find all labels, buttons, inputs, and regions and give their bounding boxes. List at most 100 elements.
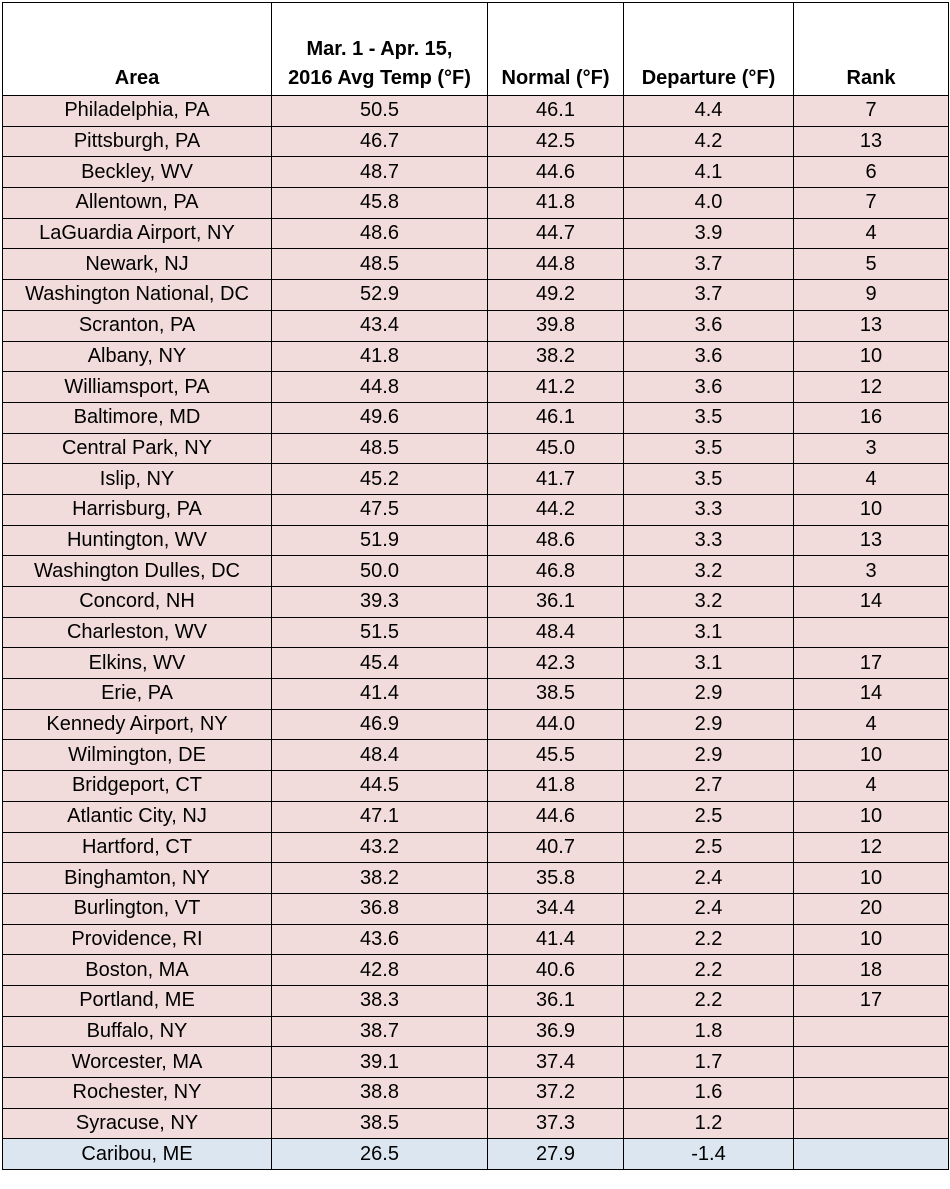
table-row: Providence, RI 43.6 41.4 2.2 10 [2,923,949,956]
value-cell [793,1107,949,1140]
value-cell: 2.4 [623,892,794,925]
value-cell: 52.9 [271,279,488,311]
value-cell: 10 [793,923,949,956]
value-cell: 3.6 [623,340,794,373]
value-cell: 10 [793,493,949,526]
value-cell: 37.3 [487,1107,624,1140]
value-cell: 41.4 [487,923,624,956]
value-cell: 7 [793,95,949,127]
area-cell: Washington National, DC [2,279,272,311]
value-cell: 3.5 [623,463,794,495]
value-cell: 49.6 [271,401,488,434]
table-row: Washington National, DC 52.9 49.2 3.7 9 [2,279,949,311]
value-cell: 10 [793,739,949,772]
area-cell: Philadelphia, PA [2,95,272,127]
value-cell: 42.3 [487,647,624,680]
value-cell: 17 [793,647,949,680]
area-cell: Harrisburg, PA [2,493,272,526]
value-cell: 45.5 [487,739,624,772]
value-cell: 47.1 [271,800,488,833]
area-cell: Rochester, NY [2,1077,272,1109]
value-cell: 6 [793,156,949,189]
area-cell: Williamsport, PA [2,371,272,403]
area-cell: Atlantic City, NJ [2,800,272,833]
area-cell: Elkins, WV [2,647,272,680]
value-cell: 10 [793,340,949,373]
value-cell: 17 [793,984,949,1017]
value-cell: 48.4 [271,739,488,772]
value-cell: 41.8 [487,770,624,802]
table-row: Pittsburgh, PA 46.7 42.5 4.2 13 [2,125,949,158]
table-row: Philadelphia, PA 50.5 46.1 4.4 7 [2,95,949,127]
table-row: Bridgeport, CT 44.5 41.8 2.7 4 [2,770,949,802]
area-cell: Boston, MA [2,954,272,986]
value-cell: 44.0 [487,708,624,741]
value-cell: 50.5 [271,95,488,127]
value-cell: 4.1 [623,156,794,189]
header-cell: Area [2,2,272,96]
area-cell: Newark, NJ [2,248,272,281]
table-row: Portland, ME 38.3 36.1 2.2 17 [2,984,949,1017]
value-cell: 5 [793,248,949,281]
area-cell: Binghamton, NY [2,862,272,894]
value-cell: 3.2 [623,586,794,618]
value-cell: 10 [793,800,949,833]
value-cell: 3 [793,432,949,465]
area-cell: Huntington, WV [2,524,272,557]
value-cell: 3.2 [623,555,794,587]
header-cell: Normal (°F) [487,2,624,96]
table-body: Philadelphia, PA 50.5 46.1 4.4 7 Pittsburgh, … [2,95,949,1171]
value-cell: 35.8 [487,862,624,894]
value-cell: 2.2 [623,923,794,956]
value-cell: 38.8 [271,1077,488,1109]
value-cell: 46.1 [487,401,624,434]
table-row: Beckley, WV 48.7 44.6 4.1 6 [2,156,949,189]
table-row: Central Park, NY 48.5 45.0 3.5 3 [2,432,949,465]
value-cell: -1.4 [623,1138,794,1171]
area-cell: Worcester, MA [2,1046,272,1078]
value-cell: 4.0 [623,187,794,219]
value-cell: 3.6 [623,371,794,403]
value-cell: 37.4 [487,1046,624,1078]
value-cell: 13 [793,309,949,342]
header-cell: Rank [793,2,949,96]
value-cell: 36.1 [487,586,624,618]
value-cell: 42.8 [271,954,488,986]
table-row: Islip, NY 45.2 41.7 3.5 4 [2,463,949,495]
value-cell: 48.6 [487,524,624,557]
value-cell: 39.3 [271,586,488,618]
value-cell: 44.8 [487,248,624,281]
value-cell [793,1077,949,1109]
table-row: Elkins, WV 45.4 42.3 3.1 17 [2,647,949,680]
value-cell: 2.4 [623,862,794,894]
value-cell: 20 [793,892,949,925]
value-cell: 38.5 [487,678,624,710]
value-cell: 4 [793,217,949,250]
value-cell: 14 [793,678,949,710]
value-cell: 3.5 [623,432,794,465]
value-cell: 45.2 [271,463,488,495]
table-row: Harrisburg, PA 47.5 44.2 3.3 10 [2,493,949,526]
value-cell: 45.4 [271,647,488,680]
table-row: Washington Dulles, DC 50.0 46.8 3.2 3 [2,555,949,587]
value-cell: 38.7 [271,1015,488,1048]
value-cell: 3.5 [623,401,794,434]
value-cell [793,616,949,649]
value-cell: 36.9 [487,1015,624,1048]
value-cell: 43.6 [271,923,488,956]
value-cell: 47.5 [271,493,488,526]
table-row: Atlantic City, NJ 47.1 44.6 2.5 10 [2,800,949,833]
table-row: Charleston, WV 51.5 48.4 3.1 [2,616,949,649]
value-cell: 18 [793,954,949,986]
value-cell: 38.2 [487,340,624,373]
value-cell: 16 [793,401,949,434]
value-cell: 3 [793,555,949,587]
value-cell: 36.1 [487,984,624,1017]
value-cell: 44.8 [271,371,488,403]
value-cell: 3.9 [623,217,794,250]
value-cell: 4 [793,708,949,741]
value-cell: 51.9 [271,524,488,557]
area-cell: Charleston, WV [2,616,272,649]
area-cell: Scranton, PA [2,309,272,342]
